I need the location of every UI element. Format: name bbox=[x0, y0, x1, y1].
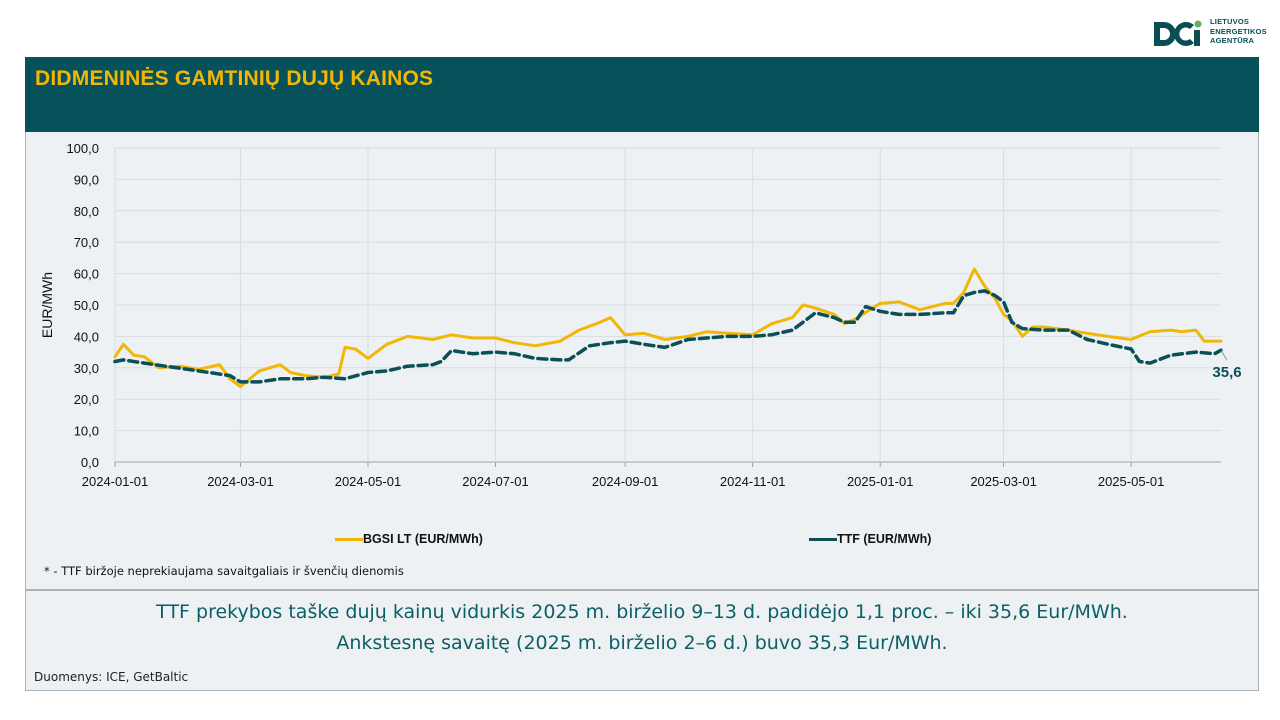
x-tick-label: 2024-05-01 bbox=[335, 474, 402, 489]
chart-series bbox=[113, 267, 1223, 389]
lea-logo-icon bbox=[1154, 20, 1202, 46]
x-tick-label: 2024-03-01 bbox=[207, 474, 274, 489]
agency-logo: LIETUVOS ENERGETIKOS AGENTŪRA bbox=[1150, 16, 1270, 52]
y-tick-label: 20,0 bbox=[74, 392, 99, 407]
divider bbox=[25, 589, 1259, 591]
logo-text: LIETUVOS ENERGETIKOS AGENTŪRA bbox=[1210, 17, 1267, 46]
summary-line-2: Ankstesnę savaitę (2025 m. birželio 2–6 … bbox=[336, 632, 948, 654]
last-value-label: 35,6 bbox=[1212, 364, 1241, 381]
x-tick-label: 2024-07-01 bbox=[462, 474, 529, 489]
logo-line-2: ENERGETIKOS bbox=[1210, 26, 1267, 36]
header-bar: DIDMENINĖS GAMTINIŲ DUJŲ KAINOS bbox=[25, 57, 1259, 132]
legend-label-ttf: TTF (EUR/MWh) bbox=[837, 532, 932, 546]
annotation-leader bbox=[1220, 349, 1228, 361]
logo-line-1: LIETUVOS bbox=[1210, 17, 1250, 26]
summary-text: TTF prekybos taške dujų kainų vidurkis 2… bbox=[25, 597, 1259, 659]
y-axis-ticks: 0,0 10,0 20,0 30,0 40,0 50,0 60,0 70,0 80,0 90,0 1… bbox=[66, 141, 99, 470]
x-tick-label: 2025-01-01 bbox=[847, 474, 914, 489]
y-tick-label: 60,0 bbox=[74, 267, 99, 282]
y-tick-label: 70,0 bbox=[74, 235, 99, 250]
y-tick-label: 50,0 bbox=[74, 298, 99, 313]
logo-line-3: AGENTŪRA bbox=[1210, 36, 1255, 45]
x-axis-ticks: 2024-01-01 2024-03-01 2024-05-01 2024-07-01… bbox=[82, 474, 1165, 489]
legend-swatch-bgsi bbox=[335, 538, 363, 541]
y-tick-label: 10,0 bbox=[74, 424, 99, 439]
y-tick-label: 100,0 bbox=[66, 141, 99, 156]
legend-label-bgsi: BGSI LT (EUR/MWh) bbox=[363, 532, 483, 546]
legend-swatch-ttf bbox=[809, 538, 837, 541]
page-title: DIDMENINĖS GAMTINIŲ DUJŲ KAINOS bbox=[35, 67, 434, 90]
summary-line-1: TTF prekybos taške dujų kainų vidurkis 2… bbox=[156, 601, 1128, 623]
x-tick-label: 2025-03-01 bbox=[970, 474, 1037, 489]
y-axis-label: EUR/MWh bbox=[39, 272, 55, 338]
series-line-bgsi bbox=[113, 267, 1223, 389]
x-tick-label: 2024-09-01 bbox=[592, 474, 659, 489]
chart-footnote: * - TTF biržoje neprekiaujama savaitgali… bbox=[44, 564, 404, 578]
chart-annotations: 35,6 bbox=[1212, 349, 1242, 381]
y-tick-label: 40,0 bbox=[74, 329, 99, 344]
data-source: Duomenys: ICE, GetBaltic bbox=[34, 670, 189, 684]
y-tick-label: 90,0 bbox=[74, 172, 99, 187]
y-tick-label: 80,0 bbox=[74, 204, 99, 219]
chart-grid bbox=[114, 147, 1221, 467]
x-tick-label: 2025-05-01 bbox=[1098, 474, 1165, 489]
x-tick-label: 2024-01-01 bbox=[82, 474, 149, 489]
x-tick-label: 2024-11-01 bbox=[720, 474, 786, 489]
y-tick-label: 0,0 bbox=[81, 455, 99, 470]
y-tick-label: 30,0 bbox=[74, 361, 99, 376]
price-chart: 0,0 10,0 20,0 30,0 40,0 50,0 60,0 70,0 80,0 90,0 1… bbox=[39, 141, 1242, 489]
series-line-ttf bbox=[113, 289, 1223, 384]
